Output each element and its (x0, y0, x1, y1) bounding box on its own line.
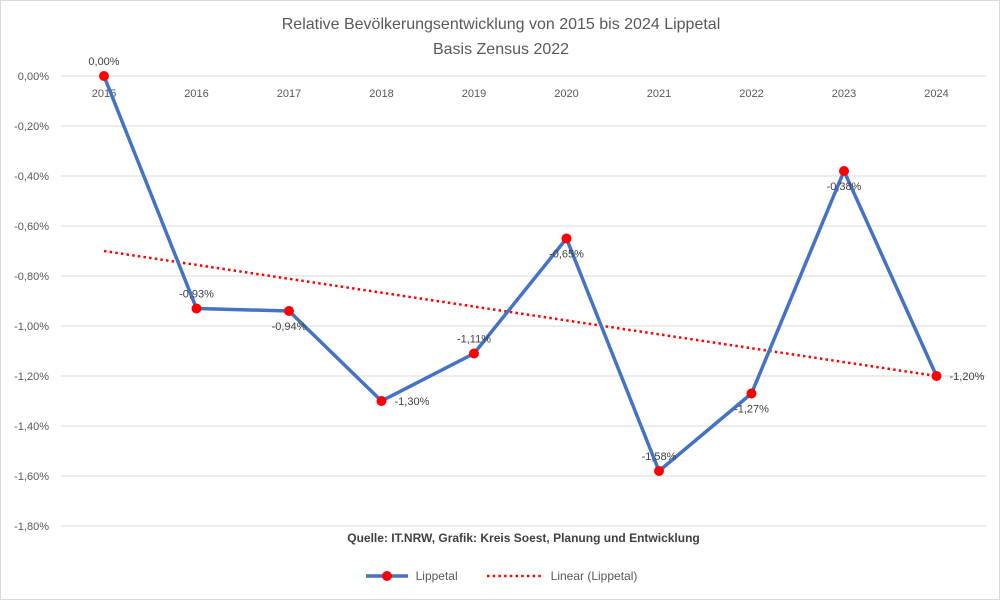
y-tick-label: -0,20% (14, 121, 49, 133)
legend-item-lippetal: Lippetal (365, 569, 458, 583)
y-tick-label: -1,40% (14, 421, 49, 433)
x-tick-label: 2020 (554, 88, 578, 100)
legend-item-linear: Linear (Lippetal) (486, 569, 638, 583)
data-point-marker (839, 166, 849, 176)
y-tick-label: -1,00% (14, 321, 49, 333)
y-tick-label: -0,40% (14, 171, 49, 183)
x-tick-label: 2021 (647, 88, 671, 100)
data-point-marker (654, 466, 664, 476)
series-line (102, 74, 939, 473)
data-point-marker (469, 348, 479, 359)
data-point-marker (561, 233, 572, 244)
data-point-marker (376, 396, 387, 406)
data-label: -0,94% (272, 321, 307, 333)
data-label: -1,27% (734, 404, 769, 416)
data-label: -0,38% (827, 181, 862, 193)
x-tick-label: 2017 (277, 88, 301, 100)
data-label: -1,11% (457, 334, 491, 346)
data-label: -0,65% (549, 249, 584, 261)
data-label: 0,00% (88, 56, 119, 68)
x-tick-label: 2022 (739, 88, 763, 100)
x-tick-label: 2023 (832, 88, 856, 100)
x-tick-label: 2024 (924, 88, 948, 100)
chart-title-line2: Basis Zensus 2022 (432, 41, 570, 58)
chart-title: Relative Bevölkerungsentwicklung von 201… (1, 12, 1000, 62)
data-label: -1,30% (395, 396, 430, 408)
y-tick-label: -0,60% (14, 221, 49, 233)
data-label: -1,20% (950, 371, 985, 383)
y-tick-label: -1,20% (14, 371, 49, 383)
x-tick-label: 2019 (462, 88, 486, 100)
data-point-marker (746, 388, 757, 399)
y-tick-label: -1,60% (14, 471, 49, 483)
legend-label-linear: Linear (Lippetal) (550, 569, 638, 583)
legend: Lippetal Linear (Lippetal) (1, 569, 1000, 583)
data-point-marker (191, 303, 202, 314)
y-tick-label: 0,00% (18, 71, 49, 83)
data-point-marker (99, 71, 109, 81)
source-note: Quelle: IT.NRW, Grafik: Kreis Soest, Pla… (347, 531, 700, 545)
legend-key-dotted-line-icon (486, 574, 543, 578)
chart-title-line1: Relative Bevölkerungsentwicklung von 201… (281, 16, 721, 33)
data-point-marker (931, 371, 942, 381)
data-label: -1,58% (642, 451, 677, 463)
x-tick-label: 2016 (184, 88, 208, 100)
y-tick-label: -0,80% (14, 271, 49, 283)
trend-line (103, 249, 937, 378)
y-tick-label: -1,80% (14, 521, 49, 533)
data-label: -0,93% (179, 289, 214, 301)
legend-label-lippetal: Lippetal (415, 569, 458, 583)
data-point-marker (284, 306, 294, 316)
x-tick-label: 2018 (369, 88, 393, 100)
legend-key-line-marker-icon (365, 571, 408, 581)
